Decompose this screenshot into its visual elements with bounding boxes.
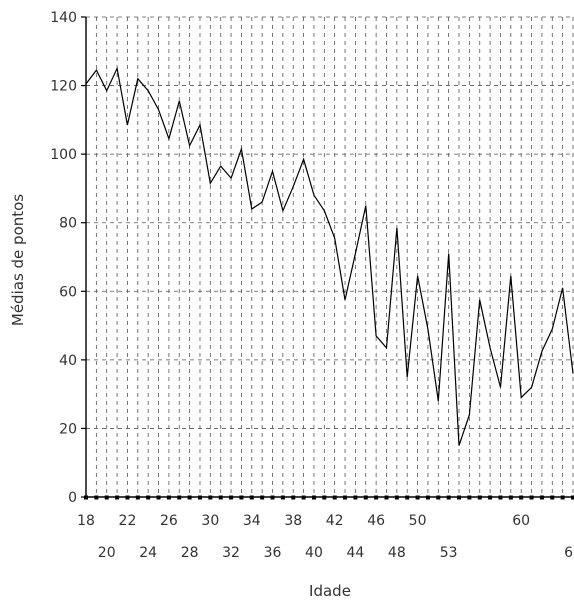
x-tick-mark	[343, 495, 348, 500]
x-tick-mark	[94, 495, 99, 500]
x-tick-label: 44	[346, 545, 364, 561]
x-tick-mark	[187, 495, 192, 500]
x-tick-mark	[301, 495, 306, 500]
x-tick-label: 20	[98, 545, 116, 561]
x-tick-mark	[374, 495, 379, 500]
x-tick-label: 30	[201, 513, 219, 529]
x-tick-mark	[508, 495, 513, 500]
x-tick-mark	[405, 495, 410, 500]
x-tick-mark	[260, 495, 265, 500]
x-tick-mark	[208, 495, 213, 500]
x-tick-label: 42	[326, 513, 344, 529]
x-tick-label: 24	[139, 545, 157, 561]
x-tick-mark	[415, 495, 420, 500]
x-tick-mark	[115, 495, 120, 500]
x-tick-label: 28	[181, 545, 199, 561]
x-tick-label: 60	[512, 513, 530, 529]
x-tick-mark	[498, 495, 503, 500]
x-tick-mark	[394, 495, 399, 500]
x-tick-mark	[571, 495, 574, 500]
x-tick-label: 22	[119, 513, 137, 529]
x-tick-mark	[529, 495, 534, 500]
x-tick-mark	[177, 495, 182, 500]
y-tick-label: 40	[59, 353, 77, 369]
x-tick-mark	[291, 495, 296, 500]
x-tick-mark	[84, 495, 88, 500]
x-tick-mark	[519, 495, 524, 500]
x-tick-label: 32	[222, 545, 240, 561]
x-tick-mark	[446, 495, 451, 500]
x-tick-mark	[197, 495, 202, 500]
x-tick-mark	[332, 495, 337, 500]
y-axis-label: Médias de pontos	[9, 194, 27, 326]
y-tick-label: 60	[59, 284, 77, 300]
x-tick-mark	[311, 495, 316, 500]
x-tick-mark	[353, 495, 358, 500]
x-tick-mark	[156, 495, 161, 500]
x-tick-mark	[550, 495, 555, 500]
x-tick-label: 38	[284, 513, 302, 529]
axes	[85, 17, 573, 498]
x-tick-mark	[229, 495, 234, 500]
x-tick-mark	[457, 495, 462, 500]
x-tick-mark	[425, 495, 430, 500]
y-tick-label: 0	[68, 490, 77, 506]
x-tick-mark	[166, 495, 171, 500]
x-tick-mark	[477, 495, 482, 500]
x-tick-mark	[539, 495, 544, 500]
x-tick-mark	[363, 495, 368, 500]
y-ticks: 0 20 40 60 80 100 120 140	[50, 10, 86, 506]
x-tick-mark	[135, 495, 140, 500]
series-line	[85, 66, 574, 446]
x-tick-label: 48	[388, 545, 406, 561]
y-tick-label: 120	[50, 79, 77, 95]
y-tick-label: 140	[50, 10, 77, 26]
x-tick-mark	[467, 495, 472, 500]
x-tick-mark	[125, 495, 130, 500]
x-tick-mark	[104, 495, 109, 500]
grid-lines	[86, 16, 574, 497]
x-tick-label: 40	[305, 545, 323, 561]
x-tick-mark	[322, 495, 327, 500]
x-tick-mark	[270, 495, 275, 500]
y-tick-label: 20	[59, 421, 77, 437]
y-tick-label: 80	[59, 216, 77, 232]
x-tick-label: 36	[264, 545, 282, 561]
x-tick-mark	[249, 495, 254, 500]
x-tick-label: 18	[77, 513, 95, 529]
x-tick-label: 53	[440, 545, 458, 561]
x-tick-mark	[436, 495, 441, 500]
x-tick-mark	[146, 495, 151, 500]
x-tick-label: 65	[564, 545, 574, 561]
x-tick-mark	[384, 495, 389, 500]
x-tick-mark	[560, 495, 565, 500]
x-tick-label: 46	[367, 513, 385, 529]
x-tick-mark	[218, 495, 223, 500]
x-tick-mark	[280, 495, 285, 500]
x-tick-label: 34	[243, 513, 261, 529]
x-tick-label: 50	[409, 513, 427, 529]
x-tick-mark	[488, 495, 493, 500]
x-axis-label: Idade	[309, 582, 351, 600]
x-tick-label: 26	[160, 513, 178, 529]
y-tick-label: 100	[50, 147, 77, 163]
x-tick-mark	[239, 495, 244, 500]
